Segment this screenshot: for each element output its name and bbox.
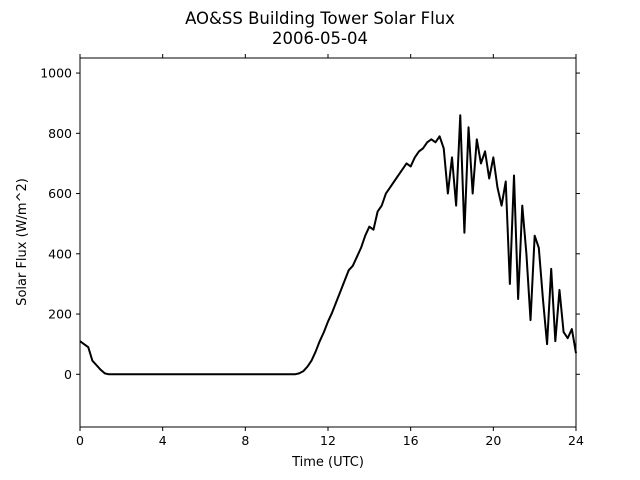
chart-title: AO&SS Building Tower Solar Flux	[185, 9, 455, 28]
y-tick-label: 1000	[40, 66, 72, 81]
y-tick-label: 400	[48, 246, 72, 261]
plot-frame	[79, 57, 577, 428]
x-tick-label: 0	[76, 433, 84, 448]
y-tick-label: 600	[48, 186, 72, 201]
y-tick-label: 0	[64, 367, 72, 382]
x-tick-label: 8	[241, 433, 249, 448]
y-tick-label: 200	[48, 307, 72, 322]
x-tick-label: 20	[485, 433, 501, 448]
x-tick-label: 4	[159, 433, 167, 448]
x-tick-label: 12	[320, 433, 336, 448]
chart-subtitle: 2006-05-04	[272, 29, 368, 48]
data-line	[79, 114, 577, 376]
x-tick-label: 24	[568, 433, 584, 448]
x-axis-label: Time (UTC)	[291, 455, 364, 470]
y-axis-label: Solar Flux (W/m^2)	[15, 178, 30, 306]
y-tick-label: 800	[48, 126, 72, 141]
x-tick-label: 16	[403, 433, 419, 448]
